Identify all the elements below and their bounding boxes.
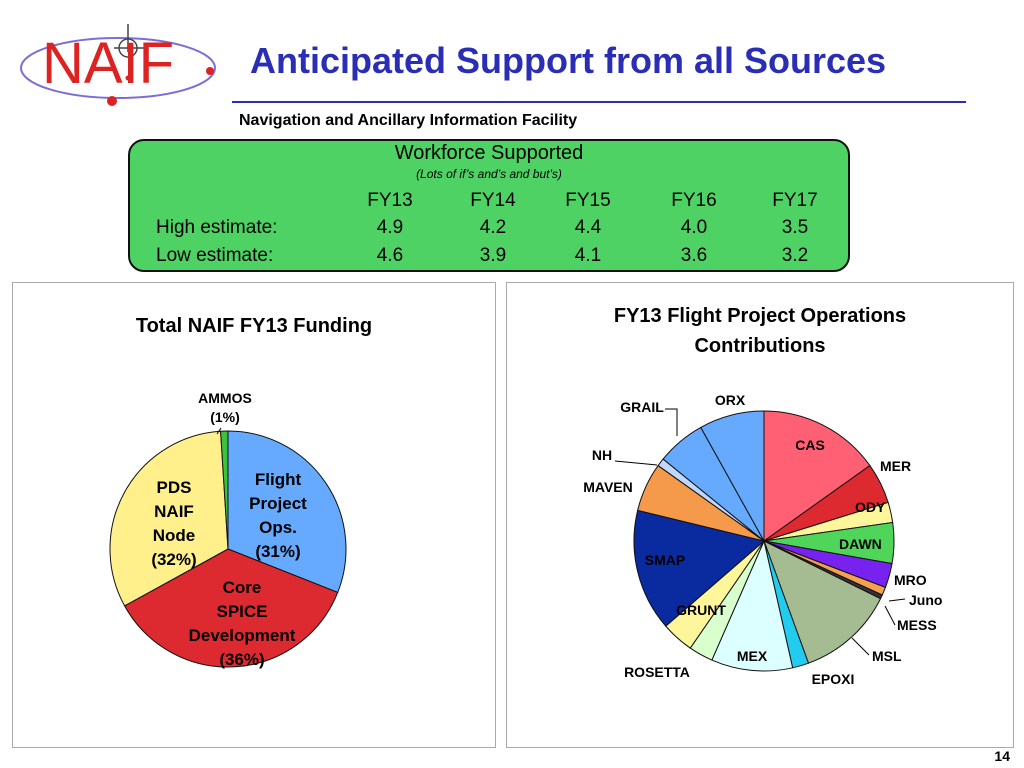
- contributions-chart-title-line1: FY13 Flight Project Operations: [613, 305, 907, 327]
- workforce-year-header: FY15: [565, 190, 611, 211]
- title-rule: [232, 101, 966, 103]
- workforce-title: Workforce Supported: [394, 142, 584, 164]
- contrib-label-mer: MER: [880, 458, 911, 474]
- contrib-label-mex: MEX: [737, 648, 768, 664]
- workforce-row-label: Low estimate:: [156, 245, 274, 266]
- funding-chart-panel: Total NAIF FY13 Funding Flight Project Ops…: [12, 282, 496, 748]
- contrib-label-ody: ODY: [855, 499, 886, 515]
- contrib-label-maven: MAVEN: [583, 479, 633, 495]
- contrib-label-smap: SMAP: [645, 552, 685, 568]
- workforce-value: 4.4: [574, 217, 602, 238]
- funding-slice-core: [123, 548, 339, 668]
- funding-pie-chart: Flight Project Ops. (31%) Core SPICE Developme…: [109, 390, 347, 669]
- contrib-label-grunt: GRUNT: [676, 602, 726, 618]
- funding-slice-label: Flight Project Ops. (31%): [249, 470, 307, 561]
- slide-title: Anticipated Support from all Sources: [250, 40, 887, 81]
- funding-slice-pds: [109, 430, 229, 607]
- funding-slice-label-ammos: AMMOS (1%): [198, 390, 252, 425]
- contrib-slice-cas: [763, 410, 871, 542]
- contrib-label-nh: NH: [592, 447, 612, 463]
- workforce-year-header: FY17: [772, 190, 818, 211]
- workforce-year-header: FY16: [671, 190, 717, 211]
- workforce-value: 3.2: [781, 245, 809, 266]
- contrib-label-dawn: DAWN: [839, 536, 882, 552]
- funding-slice-label: PDS NAIF Node (32%): [151, 478, 196, 569]
- workforce-value: 4.0: [680, 217, 708, 238]
- contrib-slice-orx: [700, 410, 765, 543]
- workforce-row-label: High estimate:: [156, 217, 278, 238]
- naif-logo: NAIF: [20, 24, 216, 106]
- workforce-value: 3.9: [479, 245, 507, 266]
- svg-text:NAIF: NAIF: [42, 31, 174, 96]
- contrib-leader-juno: [888, 598, 906, 602]
- contrib-label-mro: MRO: [894, 572, 927, 588]
- funding-slice-ammos: [220, 430, 229, 550]
- workforce-value: 4.9: [376, 217, 404, 238]
- workforce-value: 4.6: [376, 245, 404, 266]
- workforce-year-header: FY13: [367, 190, 413, 211]
- contributions-chart-title-line2: Contributions: [694, 335, 826, 357]
- contrib-leader-msl: [851, 637, 870, 656]
- workforce-value: 3.5: [781, 217, 809, 238]
- contrib-label-juno: Juno: [909, 592, 942, 608]
- funding-slice-flight: [227, 430, 347, 594]
- contrib-label-rosetta: ROSETTA: [624, 664, 690, 680]
- slide-subtitle: Navigation and Ancillary Information Fac…: [239, 112, 578, 129]
- contrib-leader-mess: [884, 605, 896, 626]
- ammos-leader-line: [216, 427, 222, 435]
- contrib-slice-mex: [711, 539, 794, 672]
- funding-slice-label: Core SPICE Development (36%): [189, 578, 296, 669]
- workforce-value: 4.2: [479, 217, 507, 238]
- workforce-note: (Lots of if’s and’s and but’s): [416, 167, 562, 181]
- contrib-slice-msl: [763, 539, 882, 664]
- contrib-label-cas: CAS: [795, 437, 825, 453]
- contributions-pie-chart: CAS MER ODY DAWN MRO Juno MESS MSL EPOXI MEX ROSET…: [583, 392, 942, 687]
- contrib-label-msl: MSL: [872, 648, 902, 664]
- workforce-value: 3.6: [680, 245, 708, 266]
- contrib-slice-smap: [633, 509, 766, 627]
- contrib-leader-grail: [665, 408, 678, 436]
- workforce-value: 4.1: [574, 245, 602, 266]
- contrib-leader-nh: [614, 460, 658, 466]
- page-number: 14: [994, 748, 1010, 764]
- workforce-year-header: FY14: [470, 190, 516, 211]
- contrib-label-grail: GRAIL: [620, 399, 664, 415]
- contrib-label-epoxi: EPOXI: [812, 671, 855, 687]
- contrib-label-orx: ORX: [715, 392, 746, 408]
- contrib-label-mess: MESS: [897, 617, 937, 633]
- contributions-chart-panel: FY13 Flight Project Operations Contribut…: [506, 282, 1014, 748]
- workforce-table: Workforce Supported (Lots of if’s and’s …: [128, 139, 850, 272]
- funding-chart-title: Total NAIF FY13 Funding: [135, 315, 373, 337]
